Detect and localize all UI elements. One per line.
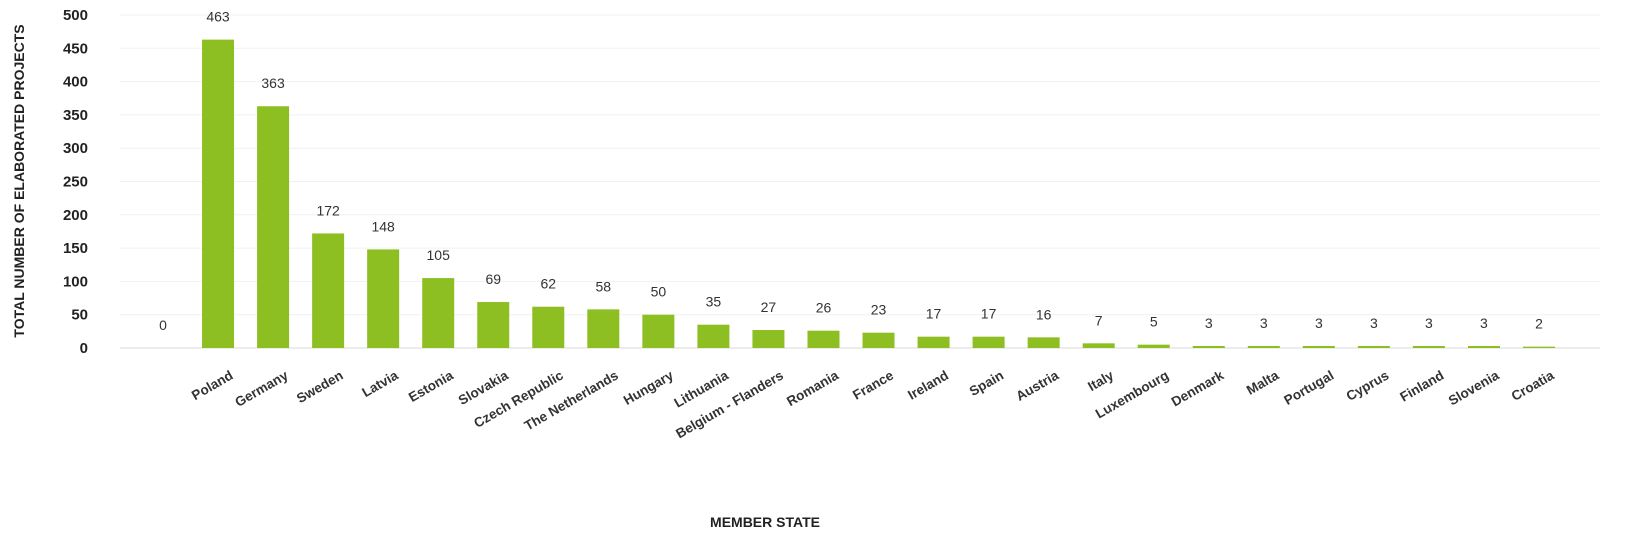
bar <box>1302 346 1335 348</box>
y-tick-label: 250 <box>63 174 88 191</box>
y-tick-label: 0 <box>80 340 88 357</box>
bar <box>807 330 840 348</box>
data-label: 26 <box>816 300 832 316</box>
data-label: 58 <box>596 278 612 294</box>
data-label: 16 <box>1036 306 1052 322</box>
y-tick-label: 100 <box>63 273 88 290</box>
y-tick-label: 300 <box>63 140 88 157</box>
bar <box>1192 346 1225 348</box>
data-label: 172 <box>316 202 340 218</box>
data-label: 463 <box>206 9 230 25</box>
data-label: 0 <box>159 317 167 333</box>
y-tick-label: 450 <box>63 40 88 57</box>
bar <box>1082 343 1115 348</box>
bar <box>587 309 620 348</box>
data-label: 3 <box>1425 315 1433 331</box>
y-tick-label: 150 <box>63 240 88 257</box>
data-label: 17 <box>926 306 942 322</box>
y-tick-label: 50 <box>71 307 88 324</box>
data-label: 148 <box>371 218 395 234</box>
y-tick-label: 400 <box>63 74 88 91</box>
bar <box>1412 346 1445 348</box>
data-label: 7 <box>1095 312 1103 328</box>
x-category-label: Spain <box>967 368 1006 399</box>
x-category-label: Hungary <box>621 367 676 408</box>
x-axis-title: MEMBER STATE <box>710 514 820 530</box>
bar <box>532 306 565 348</box>
bar <box>917 336 950 348</box>
data-label: 3 <box>1260 315 1268 331</box>
data-label: 69 <box>485 271 501 287</box>
x-category-label: France <box>850 367 896 402</box>
data-label: 62 <box>540 276 556 292</box>
x-category-label: Italy <box>1085 367 1116 394</box>
x-category-label: Portugal <box>1281 368 1336 408</box>
y-tick-label: 500 <box>63 7 88 24</box>
x-category-label: Ireland <box>905 368 951 403</box>
x-category-label: Austria <box>1013 367 1061 403</box>
data-label: 3 <box>1480 315 1488 331</box>
bar <box>862 332 895 348</box>
x-category-label: Slovenia <box>1446 367 1502 408</box>
bar <box>642 314 675 348</box>
data-label: 3 <box>1205 315 1213 331</box>
data-label: 2 <box>1535 316 1543 332</box>
data-label: 35 <box>706 294 722 310</box>
gridlines <box>120 14 1600 349</box>
x-category-label: Estonia <box>406 367 456 405</box>
bar <box>1137 344 1170 348</box>
x-category-label: Cyprus <box>1344 368 1392 404</box>
y-axis-ticks: 0 50 100 150 200 250 300 350 400 450 500 <box>63 7 88 357</box>
data-label: 50 <box>651 284 667 300</box>
x-category-label: Croatia <box>1509 367 1557 403</box>
bar <box>1247 346 1280 348</box>
x-category-label: Denmark <box>1169 367 1227 409</box>
y-axis-title: TOTAL NUMBER OF ELABORATED PROJECTS <box>11 24 27 337</box>
data-label: 5 <box>1150 314 1158 330</box>
x-category-label: Malta <box>1244 367 1282 397</box>
x-category-label: Sweden <box>294 368 346 406</box>
x-category-label: Latvia <box>359 367 401 400</box>
bar <box>697 324 730 348</box>
bar <box>1523 346 1555 348</box>
bars <box>202 39 1555 348</box>
bar <box>1357 346 1390 348</box>
bar <box>422 278 455 348</box>
bar <box>1467 346 1500 348</box>
y-tick-label: 350 <box>63 107 88 124</box>
data-label: 17 <box>981 306 997 322</box>
data-label: 363 <box>261 75 285 91</box>
bar <box>202 39 235 348</box>
y-tick-label: 200 <box>63 207 88 224</box>
bar <box>367 249 400 348</box>
bar <box>1027 337 1060 348</box>
x-category-label: Germany <box>232 367 291 410</box>
x-category-label: Romania <box>784 367 841 409</box>
bar <box>972 336 1005 348</box>
data-label: 27 <box>761 299 777 315</box>
data-label: 3 <box>1370 315 1378 331</box>
data-label: 23 <box>871 302 887 318</box>
bar <box>752 330 785 348</box>
data-label: 3 <box>1315 315 1323 331</box>
data-label: 105 <box>427 247 451 263</box>
x-category-label: Poland <box>189 368 235 403</box>
bar <box>312 233 345 348</box>
x-category-label: Finland <box>1397 368 1446 405</box>
bar <box>477 302 510 348</box>
bar <box>257 106 290 348</box>
x-category-label: The Netherlands <box>522 368 621 434</box>
